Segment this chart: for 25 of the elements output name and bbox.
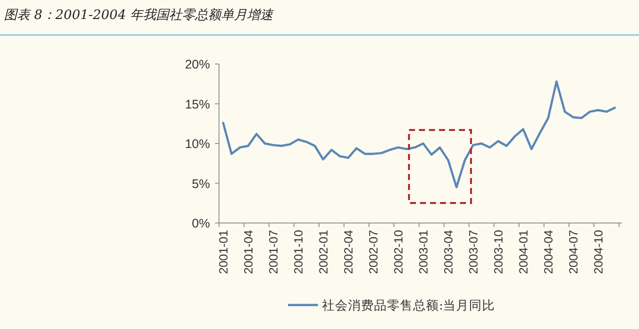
x-tick-label: 2004-04 (542, 230, 556, 274)
y-tick-label: 10% (184, 137, 210, 151)
x-tick-label: 2003-07 (466, 230, 481, 274)
x-tick-label: 2002-07 (366, 230, 381, 274)
legend: 社会消费品零售总额:当月同比 (288, 298, 496, 312)
x-tick-label: 2001-01 (216, 230, 231, 274)
legend-label: 社会消费品零售总额:当月同比 (322, 298, 496, 312)
x-tick-label: 2004-07 (566, 230, 581, 274)
x-tick-label: 2002-10 (392, 230, 406, 274)
x-tick-label: 2001-10 (292, 230, 306, 274)
x-tick-label: 2003-10 (492, 230, 506, 274)
x-tick-label: 2002-04 (342, 230, 356, 274)
y-tick-label: 15% (184, 97, 210, 112)
y-tick-label: 0% (192, 216, 210, 230)
y-tick-label: 20% (184, 58, 210, 72)
x-tick-label: 2003-01 (416, 230, 431, 274)
x-tick-label: 2004-10 (592, 230, 606, 274)
x-tick-label: 2001-07 (266, 230, 281, 274)
x-tick-label: 2004-01 (516, 230, 531, 274)
y-tick-label: 5% (192, 176, 210, 191)
x-tick-label: 2002-01 (316, 230, 331, 274)
line-series (222, 80, 616, 188)
x-tick-label: 2003-04 (442, 230, 456, 274)
chart-title: 图表 8：2001-2004 年我国社零总额单月增速 (4, 8, 274, 23)
x-tick-label: 2001-04 (242, 230, 256, 274)
